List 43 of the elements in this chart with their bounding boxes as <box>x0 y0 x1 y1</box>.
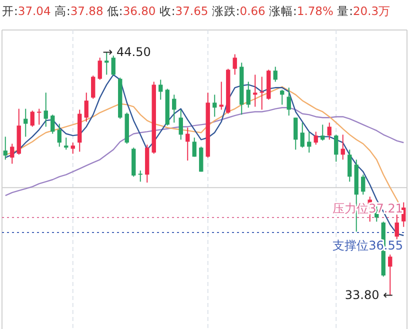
candlestick <box>37 108 42 126</box>
candlestick <box>158 79 163 100</box>
candlestick <box>361 174 366 196</box>
candlestick <box>340 134 345 160</box>
candlestick <box>320 124 325 142</box>
candlestick <box>84 92 88 122</box>
candlestick <box>260 76 264 110</box>
candlestick <box>3 136 8 160</box>
candlestick <box>57 123 62 148</box>
annotation: → 44.50 <box>102 45 151 59</box>
candlestick <box>212 94 217 118</box>
candlestick <box>273 66 278 82</box>
candlestick <box>307 131 312 154</box>
candlestick <box>327 122 332 140</box>
candlestick <box>30 110 34 128</box>
candlestick <box>294 117 298 150</box>
candlestick <box>314 131 318 146</box>
candlestick <box>219 81 224 110</box>
candlestick <box>24 108 28 138</box>
candlestick <box>178 109 183 140</box>
candlestick <box>98 57 102 80</box>
candlestick <box>394 214 399 240</box>
candlestick <box>253 74 258 108</box>
candlestick <box>186 127 190 162</box>
candlestick <box>232 54 237 76</box>
candlestick <box>10 143 14 164</box>
candlestick <box>50 114 55 134</box>
candlestick <box>70 142 75 154</box>
title: 开:37.04 高:37.88 低:36.80 收:37.65 涨跌:0.66 涨幅:1.78% 量:20.3万 <box>2 4 391 18</box>
candlestick <box>91 75 96 100</box>
candlestick <box>300 122 304 148</box>
candlestick <box>286 87 291 116</box>
candlestick <box>111 55 116 76</box>
candlestick <box>348 149 352 182</box>
candlestick <box>246 81 250 108</box>
candlestick <box>280 89 284 106</box>
candlestick <box>192 137 196 158</box>
candlestick <box>138 170 142 182</box>
candlestick <box>64 137 68 150</box>
candlestick <box>334 134 338 162</box>
candlestick <box>172 94 176 124</box>
candlestick <box>44 92 48 128</box>
annotation: 33.80 ← <box>344 288 394 302</box>
